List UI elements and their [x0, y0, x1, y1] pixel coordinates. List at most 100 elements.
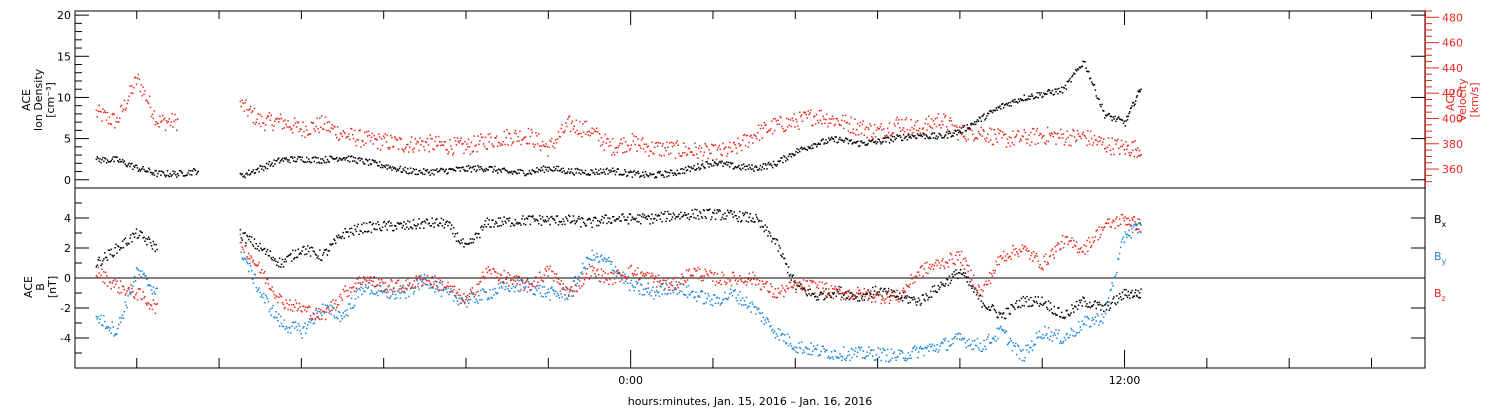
ion-density-point — [115, 156, 117, 158]
by-point — [657, 291, 660, 293]
velocity-point — [761, 137, 764, 139]
bx-point — [894, 296, 896, 298]
ion-density-point — [1009, 101, 1011, 104]
velocity-point — [1091, 144, 1094, 146]
bx-point — [437, 225, 440, 227]
bx-point — [313, 251, 315, 253]
ion-density-point — [738, 164, 740, 167]
bz-point — [541, 280, 544, 282]
ion-density-point — [387, 164, 389, 167]
velocity-point — [480, 133, 482, 135]
velocity-point — [1034, 143, 1037, 145]
by-point — [519, 290, 521, 293]
velocity-point — [1004, 133, 1007, 135]
velocity-point — [479, 140, 481, 142]
bx-point — [255, 243, 257, 245]
velocity-point — [892, 132, 895, 134]
bz-point — [791, 286, 793, 288]
velocity-point — [795, 118, 797, 121]
ion-density-point — [740, 168, 742, 171]
velocity-point — [562, 131, 564, 133]
velocity-point — [127, 99, 129, 102]
velocity-point — [742, 134, 745, 137]
velocity-point — [317, 128, 319, 130]
by-point — [1015, 342, 1017, 345]
velocity-point — [1029, 144, 1031, 147]
ion-density-point — [735, 166, 737, 169]
ion-density-point — [1059, 90, 1061, 93]
ion-density-point — [592, 171, 594, 174]
bz-point — [327, 305, 330, 308]
velocity-point — [622, 152, 624, 154]
ion-density-point — [684, 166, 687, 169]
velocity-point — [505, 136, 507, 139]
bx-point — [1007, 307, 1010, 310]
bx-point — [1070, 312, 1072, 314]
bx-point — [727, 209, 729, 212]
velocity-point — [695, 146, 697, 148]
bx-point — [900, 297, 902, 300]
ion-density-point — [703, 166, 706, 169]
ion-density-point — [741, 164, 743, 166]
ion-density-point — [483, 168, 486, 171]
velocity-point — [883, 128, 885, 130]
by-point — [698, 295, 700, 297]
ion-density-point — [622, 174, 624, 176]
velocity-point — [1003, 133, 1006, 135]
by-point — [306, 327, 308, 330]
ion-density-point — [408, 172, 411, 174]
bz-point — [602, 270, 605, 272]
by-point — [349, 303, 351, 305]
velocity-point — [728, 141, 731, 144]
velocity-point — [566, 125, 568, 128]
by-point — [591, 249, 593, 252]
by-point — [261, 294, 263, 296]
ion-density-point — [848, 139, 851, 142]
by-point — [320, 312, 322, 314]
ion-density-point — [268, 161, 271, 163]
by-point — [855, 347, 857, 349]
ion-density-point — [626, 175, 628, 177]
by-point — [618, 273, 620, 275]
velocity-point — [685, 154, 688, 156]
bz-point — [141, 298, 143, 301]
velocity-point — [490, 136, 492, 139]
bx-point — [909, 301, 911, 304]
bz-point — [496, 272, 499, 275]
bx-point — [1033, 301, 1036, 304]
bz-point — [621, 274, 623, 276]
ion-density-point — [934, 137, 937, 140]
ion-density-point — [425, 170, 428, 172]
ion-density-point — [497, 168, 500, 170]
ion-density-point — [936, 138, 938, 140]
ion-density-point — [827, 141, 829, 143]
by-point — [608, 256, 610, 259]
ion-density-point — [1085, 67, 1087, 69]
bx-point — [1114, 302, 1116, 304]
bz-point — [785, 291, 787, 293]
bz-point — [662, 279, 664, 281]
by-point — [1081, 320, 1083, 322]
bz-point — [573, 290, 576, 293]
by-point — [632, 286, 634, 288]
ion-density-point — [800, 146, 803, 148]
velocity-point — [274, 120, 276, 122]
ion-density-point — [326, 158, 329, 161]
ion-density-point — [882, 140, 884, 143]
ion-density-point — [832, 138, 835, 140]
bx-point — [884, 287, 886, 290]
bx-point — [891, 291, 894, 294]
by-point — [900, 349, 902, 352]
ion-density-point — [956, 133, 958, 136]
velocity-point — [1095, 139, 1097, 141]
ion-density-point — [332, 157, 334, 160]
by-point — [265, 296, 268, 298]
ion-density-point — [1121, 119, 1124, 121]
bz-point — [348, 295, 350, 297]
bz-point — [266, 278, 269, 281]
velocity-point — [1059, 137, 1061, 139]
by-point — [788, 336, 791, 338]
bz-point — [267, 283, 270, 285]
by-point — [704, 292, 706, 295]
by-point — [333, 315, 335, 317]
